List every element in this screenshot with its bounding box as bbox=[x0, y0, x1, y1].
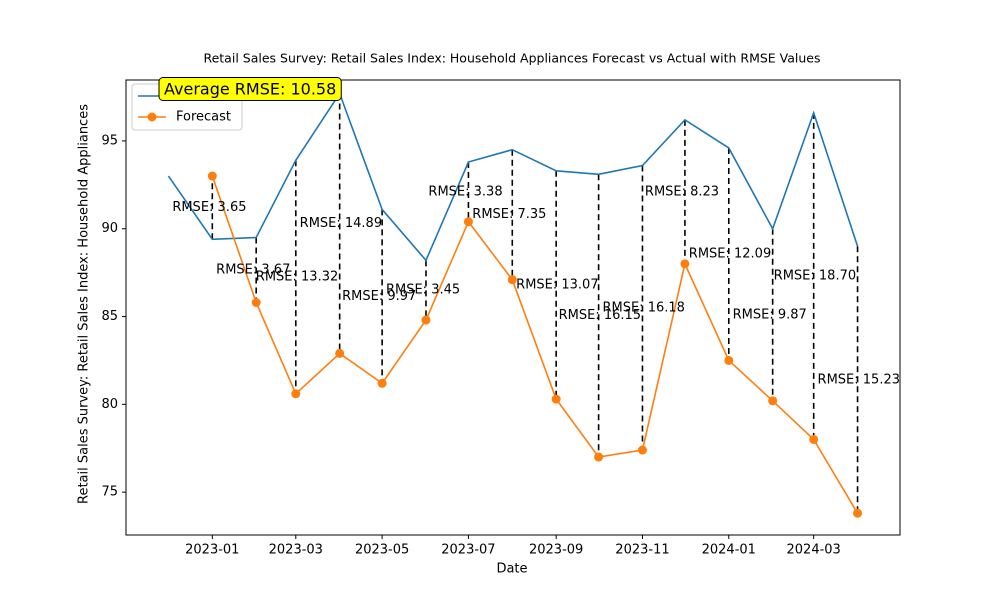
x-tick-label: 2023-11 bbox=[615, 543, 669, 558]
rmse-label: RMSE: 16.18 bbox=[602, 300, 684, 315]
rmse-label: RMSE: 13.07 bbox=[516, 277, 598, 292]
rmse-label: RMSE: 3.38 bbox=[428, 184, 502, 199]
series-point bbox=[551, 394, 561, 404]
series-point bbox=[768, 396, 778, 406]
rmse-label: RMSE: 3.67 bbox=[216, 263, 290, 278]
average-label: Average RMSE: 10.58 bbox=[164, 80, 336, 99]
rmse-label: RMSE: 9.87 bbox=[733, 307, 807, 322]
series-point bbox=[207, 171, 217, 181]
rmse-label: RMSE: 15.23 bbox=[818, 372, 900, 387]
series-point bbox=[809, 434, 819, 444]
rmse-label: RMSE: 18.70 bbox=[774, 269, 856, 284]
series-line bbox=[211, 175, 859, 514]
rmse-label: RMSE: 8.23 bbox=[645, 184, 719, 199]
y-tick-label: 95 bbox=[101, 133, 118, 148]
rmse-label: RMSE: 9.97 bbox=[342, 289, 416, 304]
series-point bbox=[637, 445, 647, 455]
y-tick-label: 85 bbox=[101, 309, 118, 324]
series-line bbox=[167, 91, 859, 262]
y-axis-label: Retail Sales Survey: Retail Sales Index:… bbox=[77, 104, 92, 504]
rmse-label: RMSE: 12.09 bbox=[689, 247, 771, 262]
rmse-label: RMSE: 16.15 bbox=[559, 308, 641, 323]
average-box: Average RMSE: 10.58 bbox=[158, 77, 342, 101]
legend-marker bbox=[147, 112, 157, 122]
y-tick-label: 75 bbox=[101, 485, 118, 500]
x-tick-label: 2023-09 bbox=[529, 543, 583, 558]
x-tick-label: 2023-05 bbox=[355, 543, 409, 558]
x-tick-label: 2023-07 bbox=[441, 543, 495, 558]
x-tick-label: 2023-03 bbox=[269, 543, 323, 558]
series-point bbox=[594, 452, 604, 462]
x-tick-label: 2023-01 bbox=[185, 543, 239, 558]
series-point bbox=[335, 348, 345, 358]
x-tick-label: 2024-01 bbox=[702, 543, 756, 558]
rmse-label: RMSE: 3.65 bbox=[172, 200, 246, 215]
x-axis-label: Date bbox=[496, 562, 527, 577]
rmse-label: RMSE: 7.35 bbox=[472, 207, 546, 222]
series-point bbox=[463, 217, 473, 227]
y-tick-label: 90 bbox=[101, 221, 118, 236]
plot-frame bbox=[125, 79, 901, 536]
series-point bbox=[377, 378, 387, 388]
rmse-label: RMSE: 13.32 bbox=[256, 270, 338, 285]
legend-label: Forecast bbox=[176, 110, 231, 125]
series-point bbox=[507, 275, 517, 285]
average-background bbox=[158, 77, 342, 101]
chart-title: Retail Sales Survey: Retail Sales Index:… bbox=[203, 51, 820, 66]
series-point bbox=[724, 355, 734, 365]
y-tick-label: 80 bbox=[101, 397, 118, 412]
rmse-label: RMSE: 14.89 bbox=[300, 216, 382, 231]
series-point bbox=[680, 259, 690, 269]
series-point bbox=[291, 389, 301, 399]
rmse-label: RMSE: 3.45 bbox=[386, 283, 460, 298]
series-point bbox=[421, 315, 431, 325]
x-tick-label: 2024-03 bbox=[787, 543, 841, 558]
series-point bbox=[251, 297, 261, 307]
series-point bbox=[853, 508, 863, 518]
